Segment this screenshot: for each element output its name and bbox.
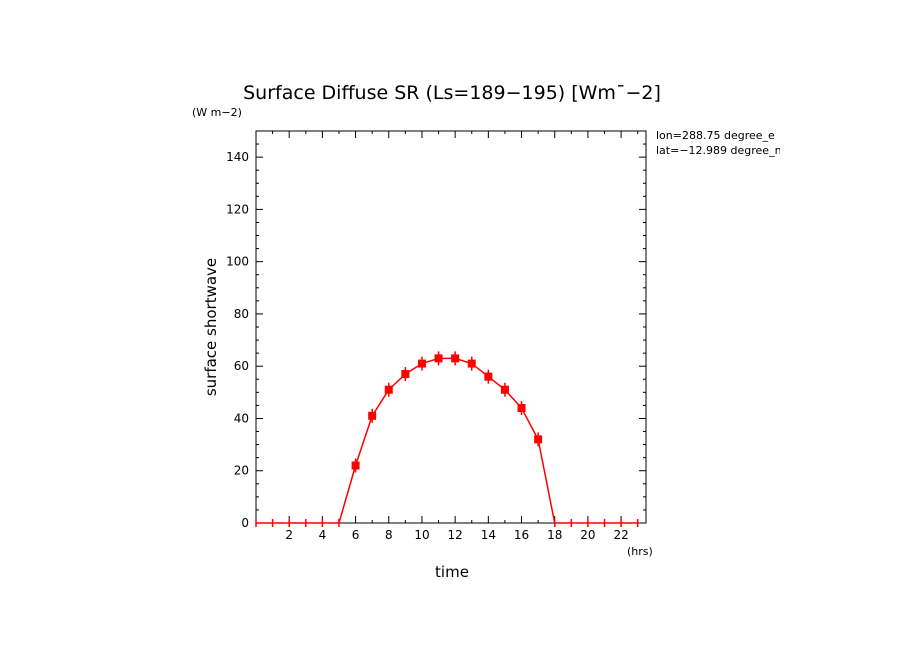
data-point (384, 385, 393, 394)
data-point (401, 370, 410, 379)
y-tick-label: 20 (234, 464, 249, 478)
y-tick-label: 60 (234, 359, 249, 373)
y-tick-label: 40 (234, 411, 249, 425)
x-units-label: (hrs) (627, 545, 653, 558)
y-tick-label: 0 (241, 516, 249, 530)
y-axis: 0 20 40 60 80 100 120 140 (226, 130, 646, 530)
x-tick-label: 6 (352, 528, 360, 542)
x-tick-label: 2 (285, 528, 293, 542)
x-tick-label: 4 (319, 528, 327, 542)
x-axis-label: time (435, 563, 469, 581)
lat-annotation: lat=−12.989 degree_n (656, 144, 782, 157)
y-tick-label: 140 (226, 150, 249, 164)
data-point (417, 359, 426, 368)
series-line (256, 357, 638, 524)
x-tick-label: 16 (514, 528, 529, 542)
data-point (351, 461, 360, 470)
x-tick-label: 14 (481, 528, 496, 542)
x-tick-label: 22 (613, 528, 628, 542)
x-tick-label: 12 (448, 528, 463, 542)
y-units-label: (W m−2) (192, 106, 242, 119)
data-point (534, 435, 543, 444)
y-tick-label: 80 (234, 307, 249, 321)
y-axis-label: surface shortwave (202, 258, 220, 396)
lon-annotation: lon=288.75 degree_e (656, 129, 775, 142)
data-point (434, 354, 443, 363)
data-point (368, 411, 377, 420)
data-point (500, 385, 509, 394)
annotation-clip (780, 120, 904, 170)
chart-title: Surface Diffuse SR (Ls=189−195) [Wm¯−2] (243, 82, 661, 104)
x-tick-label: 8 (385, 528, 393, 542)
y-tick-label: 120 (226, 202, 249, 216)
data-point (517, 404, 526, 413)
x-tick-label: 18 (547, 528, 562, 542)
y-tick-label: 100 (226, 255, 249, 269)
data-point (451, 354, 460, 363)
data-point (467, 359, 476, 368)
x-tick-label: 10 (414, 528, 429, 542)
plot-frame (255, 130, 647, 524)
data-series (255, 351, 639, 527)
x-tick-label: 20 (580, 528, 595, 542)
x-axis: 2 4 6 8 10 12 14 16 18 20 22 (272, 131, 639, 542)
data-point (484, 372, 493, 381)
